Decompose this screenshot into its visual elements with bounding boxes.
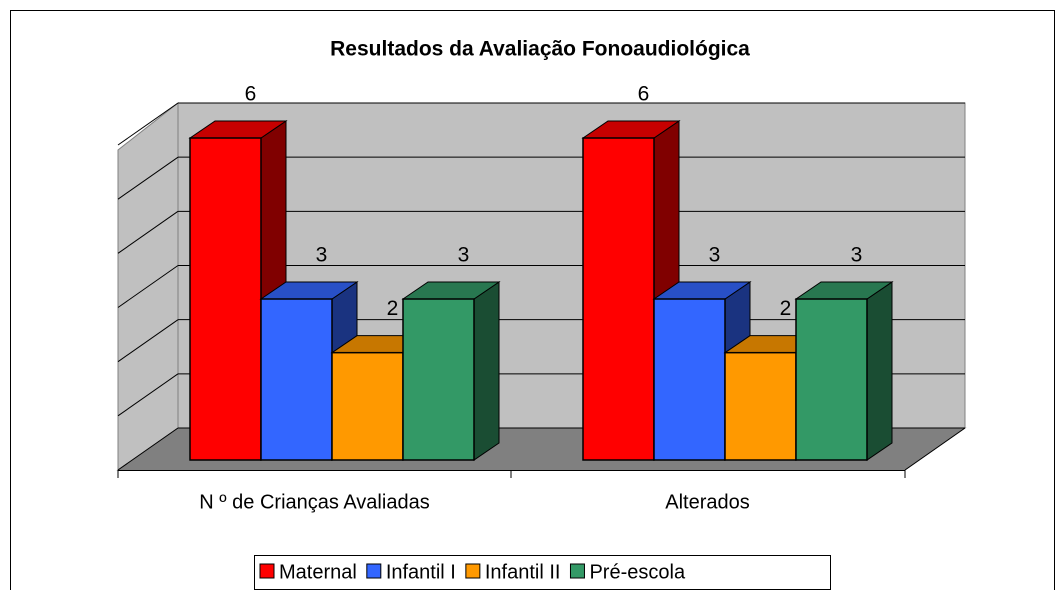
legend-label: Infantil I xyxy=(386,561,456,583)
grid-line-side xyxy=(117,427,179,471)
grid-line-side xyxy=(117,265,179,308)
value-label: 6 xyxy=(245,83,257,106)
legend-swatch xyxy=(259,563,275,579)
x-axis-depth xyxy=(904,427,966,471)
legend-label: Infantil II xyxy=(485,561,561,583)
bar xyxy=(401,281,501,461)
bar-front xyxy=(189,137,262,461)
bars: 6 3 2 3 6 3 2 3 xyxy=(188,83,894,461)
legend-items: Maternal Infantil I Infantil II Pré-escola xyxy=(259,561,686,583)
bar-front xyxy=(795,298,868,461)
chart-title: Resultados da Avaliação Fonoaudiológica xyxy=(330,38,750,61)
bar xyxy=(794,281,894,461)
bar-front xyxy=(331,351,404,461)
bar-front xyxy=(582,137,655,461)
legend xyxy=(254,555,831,590)
value-label: 3 xyxy=(458,244,470,267)
value-label: 6 xyxy=(638,83,650,106)
x-tick-label: N º de Crianças Avaliadas xyxy=(199,491,429,513)
legend-label: Pré-escola xyxy=(589,561,685,583)
legend-label: Maternal xyxy=(279,561,357,583)
grid-line-side xyxy=(117,102,179,146)
legend-swatch xyxy=(366,563,382,579)
value-label: 3 xyxy=(851,244,863,267)
value-label: 3 xyxy=(709,244,721,267)
legend-swatch xyxy=(465,563,481,579)
bar-side xyxy=(866,281,893,461)
grid-line-side xyxy=(117,373,179,417)
grid-line-side xyxy=(117,319,179,363)
x-tick-label: Alterados xyxy=(665,491,750,513)
value-label: 3 xyxy=(316,244,328,267)
bar-front xyxy=(724,351,797,461)
bar-side xyxy=(473,281,500,461)
bar-front xyxy=(653,298,726,461)
value-label: 2 xyxy=(780,297,792,320)
bar-front xyxy=(260,298,333,461)
grid-line-side xyxy=(117,156,179,200)
legend-swatch xyxy=(569,563,585,579)
bar-front xyxy=(402,298,475,461)
value-label: 2 xyxy=(387,297,399,320)
grid-line-side xyxy=(117,210,179,254)
